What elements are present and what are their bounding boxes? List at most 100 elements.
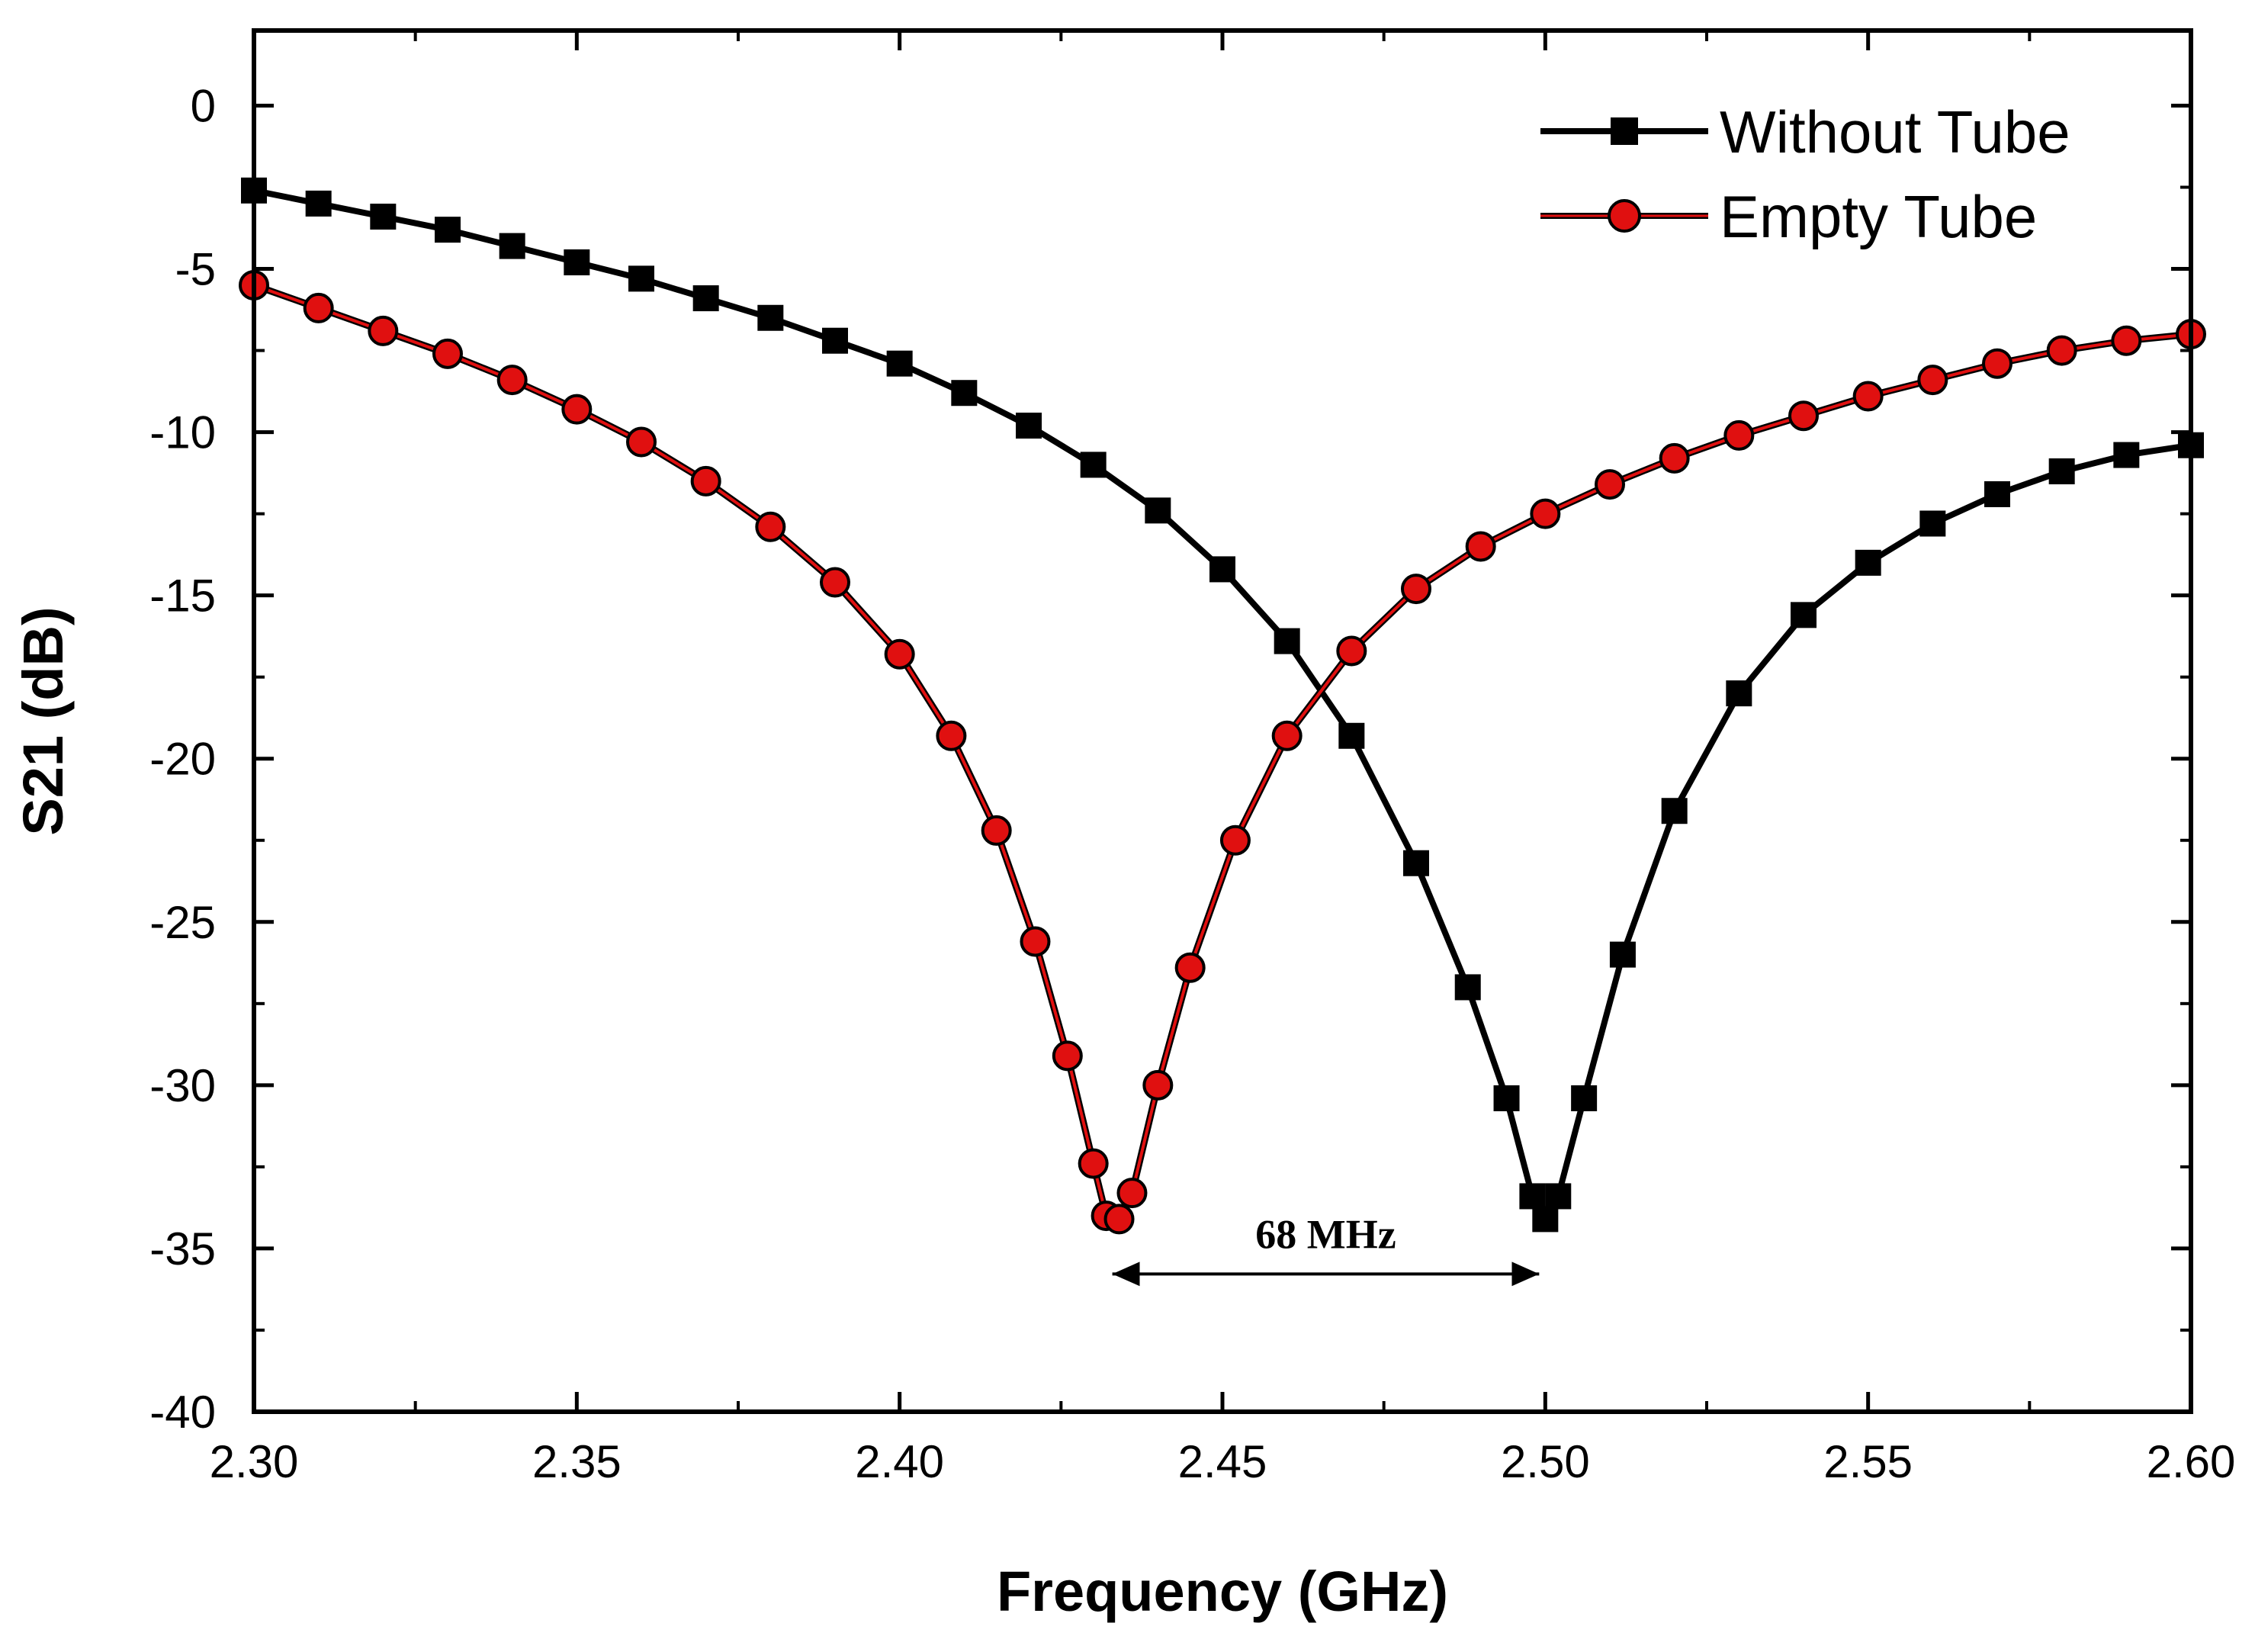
data-point-without-tube	[1338, 722, 1365, 749]
data-point-without-tube	[1984, 480, 2010, 507]
data-point-empty-tube	[1142, 1069, 1174, 1101]
data-point-without-tube	[1609, 941, 1636, 968]
data-point-without-tube	[370, 204, 397, 230]
data-point-empty-tube	[1530, 498, 1561, 529]
data-point-without-tube	[757, 304, 784, 331]
data-point-without-tube	[1545, 1183, 1572, 1210]
y-tick-label: -10	[149, 407, 216, 458]
data-point-empty-tube	[755, 511, 786, 542]
data-point-empty-tube	[496, 365, 528, 396]
x-axis-title: Frequency (GHz)	[997, 1560, 1448, 1623]
y-tick-label: -5	[175, 244, 216, 295]
data-point-without-tube	[1145, 497, 1171, 524]
data-point-empty-tube	[2111, 325, 2142, 356]
data-point-without-tube	[1532, 1206, 1559, 1233]
data-point-empty-tube	[2046, 335, 2077, 366]
x-tick-label: 2.35	[532, 1436, 622, 1487]
data-point-without-tube	[1080, 452, 1107, 478]
data-point-empty-tube	[1401, 574, 1431, 605]
data-point-empty-tube	[884, 638, 915, 670]
data-point-empty-tube	[626, 426, 657, 458]
data-point-without-tube	[564, 249, 590, 275]
data-point-empty-tube	[1465, 531, 1496, 562]
data-point-empty-tube	[1659, 442, 1690, 474]
series-without-tube	[241, 177, 2204, 1233]
data-point-empty-tube	[561, 394, 593, 425]
data-point-empty-tube	[1174, 952, 1206, 983]
data-point-without-tube	[1661, 798, 1688, 824]
data-point-without-tube	[2113, 442, 2140, 468]
data-point-empty-tube	[303, 292, 334, 323]
data-point-empty-tube	[690, 465, 721, 497]
data-point-empty-tube	[1271, 720, 1303, 751]
series-empty-tube	[239, 269, 2206, 1235]
data-point-empty-tube	[1116, 1178, 1148, 1209]
y-tick-label: -30	[149, 1060, 216, 1111]
data-point-empty-tube	[1917, 365, 1948, 396]
data-point-empty-tube	[820, 567, 850, 598]
annotation-layer: 68 MHz	[1112, 1211, 1540, 1287]
data-point-without-tube	[1209, 556, 1235, 583]
y-tick-label: -40	[149, 1387, 216, 1438]
data-point-without-tube	[1016, 413, 1042, 439]
data-point-empty-tube	[1103, 1204, 1135, 1235]
legend: Without Tube Empty Tube	[1540, 98, 2070, 250]
x-tick-label: 2.55	[1823, 1436, 1913, 1487]
legend-label-empty-tube: Empty Tube	[1720, 183, 2037, 250]
y-tick-label: -20	[149, 734, 216, 785]
data-point-without-tube	[692, 285, 719, 312]
data-point-empty-tube	[1078, 1148, 1109, 1179]
data-point-empty-tube	[432, 338, 463, 369]
x-tick-label: 2.40	[855, 1436, 944, 1487]
data-point-without-tube	[886, 350, 913, 377]
data-point-without-tube	[1726, 680, 1752, 707]
data-point-without-tube	[2048, 458, 2075, 484]
series-line-empty-tube	[253, 284, 2192, 1221]
data-point-without-tube	[499, 233, 525, 259]
data-point-without-tube	[1454, 974, 1481, 1001]
data-point-empty-tube	[936, 720, 967, 751]
x-tick-label: 2.45	[1178, 1436, 1267, 1487]
data-point-empty-tube	[1595, 469, 1625, 500]
data-point-without-tube	[1855, 549, 1881, 576]
x-tick-label: 2.50	[1501, 1436, 1590, 1487]
data-point-empty-tube	[1052, 1040, 1083, 1072]
data-point-empty-tube	[981, 815, 1012, 846]
data-point-without-tube	[628, 265, 654, 292]
x-axis-ticks: 2.30 2.35 2.40 2.45 2.50 2.55 2.60	[210, 31, 2236, 1487]
legend-label-without-tube: Without Tube	[1720, 98, 2070, 166]
series-layer	[239, 177, 2206, 1235]
y-tick-label: 0	[191, 80, 216, 131]
y-axis-title: S21 (dB)	[11, 606, 75, 835]
x-tick-label: 2.30	[210, 1436, 299, 1487]
data-point-without-tube	[435, 217, 461, 243]
data-point-without-tube	[1791, 602, 1817, 628]
data-point-without-tube	[1519, 1183, 1546, 1210]
x-tick-label: 2.60	[2147, 1436, 2236, 1487]
data-point-without-tube	[951, 380, 978, 407]
series-line-outline-empty-tube	[252, 281, 2192, 1223]
data-point-without-tube	[1403, 850, 1429, 876]
data-point-without-tube	[1493, 1085, 1520, 1111]
y-axis-ticks: 0 -5 -10 -15 -20 -25 -30 -35 -40	[149, 80, 2191, 1438]
data-point-without-tube	[1274, 628, 1300, 654]
data-point-without-tube	[822, 327, 848, 354]
legend-marker-circle	[1608, 199, 1641, 233]
data-point-empty-tube	[1336, 635, 1367, 667]
data-point-empty-tube	[1219, 824, 1251, 856]
series-line-without-tube	[253, 187, 2192, 1223]
legend-marker-square	[1611, 117, 1638, 145]
data-point-empty-tube	[1788, 400, 1819, 432]
y-tick-label: -25	[149, 897, 216, 948]
data-point-without-tube	[1919, 510, 1946, 537]
data-point-empty-tube	[368, 315, 399, 346]
data-point-without-tube	[305, 190, 332, 217]
data-point-empty-tube	[1982, 348, 2012, 379]
data-point-without-tube	[1571, 1085, 1598, 1111]
data-point-empty-tube	[1020, 926, 1051, 957]
y-tick-label: -35	[149, 1223, 216, 1274]
data-point-empty-tube	[1852, 381, 1884, 412]
frequency-shift-label: 68 MHz	[1255, 1211, 1396, 1257]
y-tick-label: -15	[149, 570, 216, 622]
